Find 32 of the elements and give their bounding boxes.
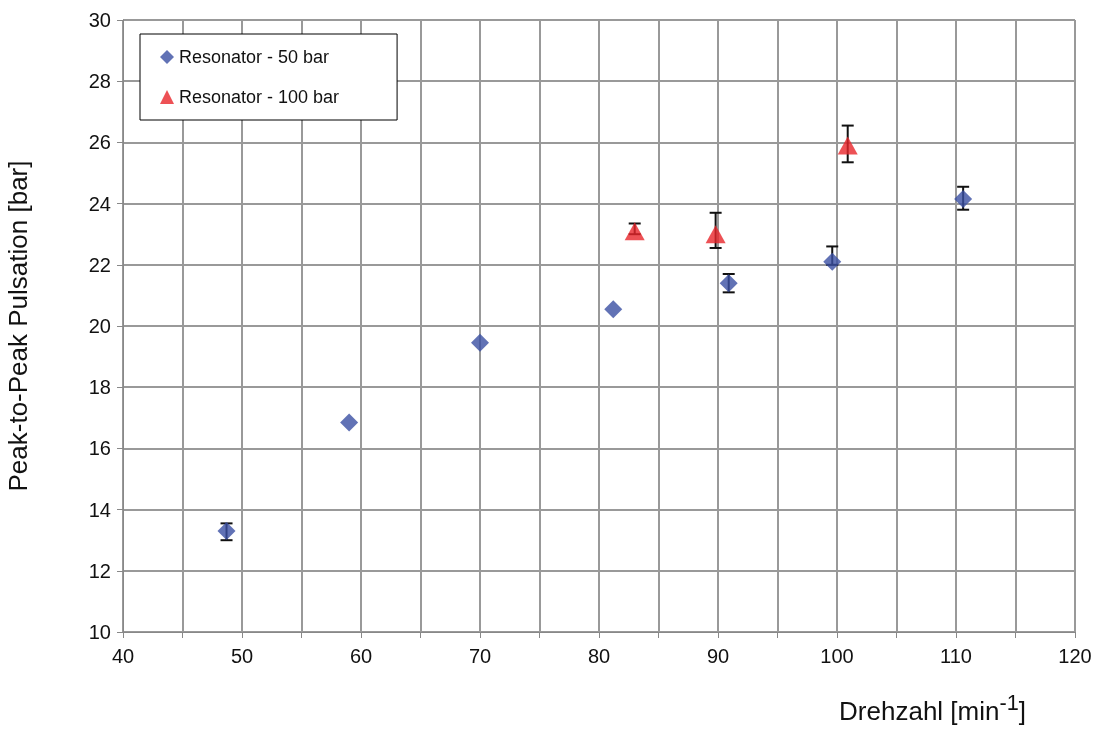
point xyxy=(604,300,623,319)
x-tick-label: 40 xyxy=(111,645,135,667)
y-tick-label: 10 xyxy=(88,621,111,643)
x-tick-label: 70 xyxy=(468,645,492,667)
legend-label: Resonator - 100 bar xyxy=(179,87,340,107)
point xyxy=(340,413,359,432)
y-tick-label: 22 xyxy=(88,253,111,276)
x-tick-label: 110 xyxy=(940,645,972,667)
y-tick-label: 14 xyxy=(88,498,111,521)
x-tick-label: 100 xyxy=(820,645,854,667)
point xyxy=(954,190,973,209)
point xyxy=(471,333,489,352)
x-tick-label: 60 xyxy=(349,645,373,667)
y-tick-label: 24 xyxy=(88,192,111,215)
x-tick-label: 120 xyxy=(1058,645,1092,667)
y-tick-label: 18 xyxy=(88,376,111,399)
y-tick-label: 16 xyxy=(88,437,111,460)
point xyxy=(837,136,858,155)
x-tick-label: 90 xyxy=(706,645,730,667)
y-tick-label: 28 xyxy=(88,70,111,93)
point xyxy=(823,252,842,271)
y-tick-label: 30 xyxy=(88,9,111,31)
x-tick-label: 80 xyxy=(587,645,611,667)
y-tick-label: 20 xyxy=(88,315,111,337)
legend-label: Resonator - 50 bar xyxy=(179,47,330,67)
y-tick-label: 26 xyxy=(88,131,111,154)
y-tick-label: 12 xyxy=(88,559,111,582)
point xyxy=(624,222,645,241)
x-axis-title: Drehzahl [min$^{-1}$] xyxy=(839,690,1026,727)
point xyxy=(705,225,726,244)
x-tick-label: 50 xyxy=(230,645,254,667)
y-axis-title: Peak-to-Peak Pulsation [bar] xyxy=(2,160,34,492)
